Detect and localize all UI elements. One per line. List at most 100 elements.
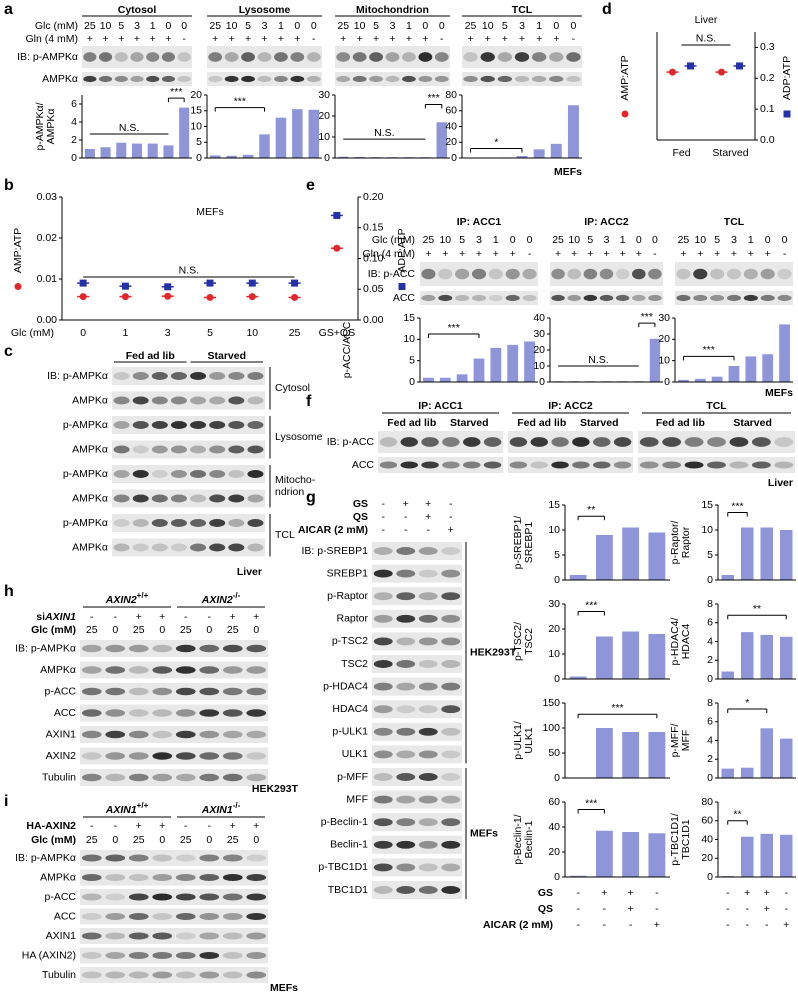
blot-label: p-HDAC4: [323, 680, 368, 692]
blot-band: [152, 687, 173, 696]
row-label: siAXIN1: [36, 611, 76, 623]
tissue-label: Liver: [237, 566, 262, 578]
lane-label: 0: [510, 234, 516, 246]
lane-label: +: [502, 33, 508, 45]
blot-strip: [80, 704, 268, 722]
blot-band: [441, 569, 461, 578]
blot-band: [693, 294, 708, 302]
lane-label: +: [253, 611, 259, 623]
blot-strip: [372, 700, 462, 719]
tissue-label: Liver: [768, 477, 793, 489]
blot-strip: [372, 564, 462, 583]
bar: [678, 379, 689, 382]
marker: [736, 62, 743, 70]
blot-band: [373, 886, 393, 894]
tick-label: 30: [548, 598, 560, 610]
blot-band: [639, 437, 659, 447]
blot-band: [208, 52, 223, 62]
tick-label: 5: [409, 354, 415, 366]
blot-band: [777, 294, 792, 302]
lane-label: +: [468, 33, 474, 45]
blot-band: [684, 461, 704, 469]
blot-strip: [372, 790, 462, 809]
lane-label: +: [136, 611, 142, 623]
bar: [711, 376, 723, 382]
genotype: +/+: [137, 801, 149, 810]
blot-band: [373, 637, 393, 646]
blot-band: [81, 644, 102, 653]
blot-band: [441, 795, 461, 804]
blot-band: [418, 614, 438, 623]
blot-band: [228, 421, 245, 429]
bar: [728, 366, 740, 382]
y-axis-label: p-Beclin-1/: [512, 814, 524, 864]
y-axis-label: p-SREBP1/: [512, 516, 524, 570]
cell-label: MEFs: [554, 166, 582, 178]
lane-label: 10: [100, 20, 112, 32]
genotype: +/+: [137, 591, 149, 600]
tick-label: 8: [707, 598, 713, 610]
group-header: IP: ACC1: [418, 400, 463, 412]
blot-band: [114, 52, 128, 62]
y-axis-label: p-MFF/: [669, 724, 681, 758]
bar: [595, 830, 613, 877]
blot-band: [128, 687, 149, 696]
blot-band: [199, 666, 220, 674]
blot-band: [175, 932, 196, 940]
lane-label: +: [764, 887, 770, 899]
bar: [762, 354, 774, 382]
tick-label: 15: [701, 499, 713, 511]
blot-label: p-AMPKα: [63, 468, 108, 480]
lane-label: 10: [226, 20, 238, 32]
significance-label: N.S.: [588, 354, 608, 366]
blot-band: [418, 705, 438, 714]
lane-label: -: [603, 919, 607, 931]
blot-strip: [82, 72, 192, 86]
blot-band: [583, 294, 598, 302]
blot-band: [373, 592, 393, 601]
bar: [595, 535, 613, 580]
blot-band: [246, 873, 267, 882]
bar: [649, 338, 661, 382]
bar: [147, 143, 158, 158]
panel-letter: f: [306, 393, 312, 410]
significance-label: N.S.: [696, 33, 716, 45]
lane-label: 10: [568, 234, 580, 246]
series-label: ADP:ATP: [396, 228, 408, 272]
marker: [206, 279, 214, 287]
blot-label: ACC: [54, 707, 77, 719]
blot-band: [441, 773, 461, 781]
bar: [622, 631, 640, 679]
blot-strip: [80, 908, 268, 925]
blot-band: [246, 932, 267, 940]
blot-band: [396, 547, 416, 555]
blot-band: [418, 75, 433, 83]
blot-band: [274, 75, 288, 83]
blot-strip: [372, 609, 462, 628]
gene: AXIN1: [201, 804, 233, 816]
blot-band: [130, 75, 144, 83]
blot-band: [402, 75, 416, 83]
bar: [490, 347, 502, 382]
lane-label: -: [90, 820, 94, 832]
row-label: Glc (mM): [31, 834, 76, 846]
blot-strip: [372, 858, 462, 877]
lane-label: 25: [552, 234, 564, 246]
blot-band: [114, 75, 128, 83]
blot-band: [572, 437, 590, 447]
blot-band: [774, 437, 794, 447]
tick-label: 20: [658, 333, 670, 345]
lane-label: +: [150, 33, 156, 45]
blot-band: [421, 268, 436, 280]
bar: [242, 154, 254, 158]
lane-label: -: [528, 248, 532, 260]
condition-label: Fed ad lib: [517, 417, 566, 429]
genotype: -/-: [233, 591, 241, 600]
lane-label: +: [442, 248, 448, 260]
blot-band: [222, 709, 243, 717]
marker: [248, 279, 256, 287]
tick-label: 0.05: [363, 283, 384, 295]
bar: [100, 147, 111, 158]
tick-label: 15: [190, 105, 202, 117]
blot-band: [648, 268, 662, 280]
